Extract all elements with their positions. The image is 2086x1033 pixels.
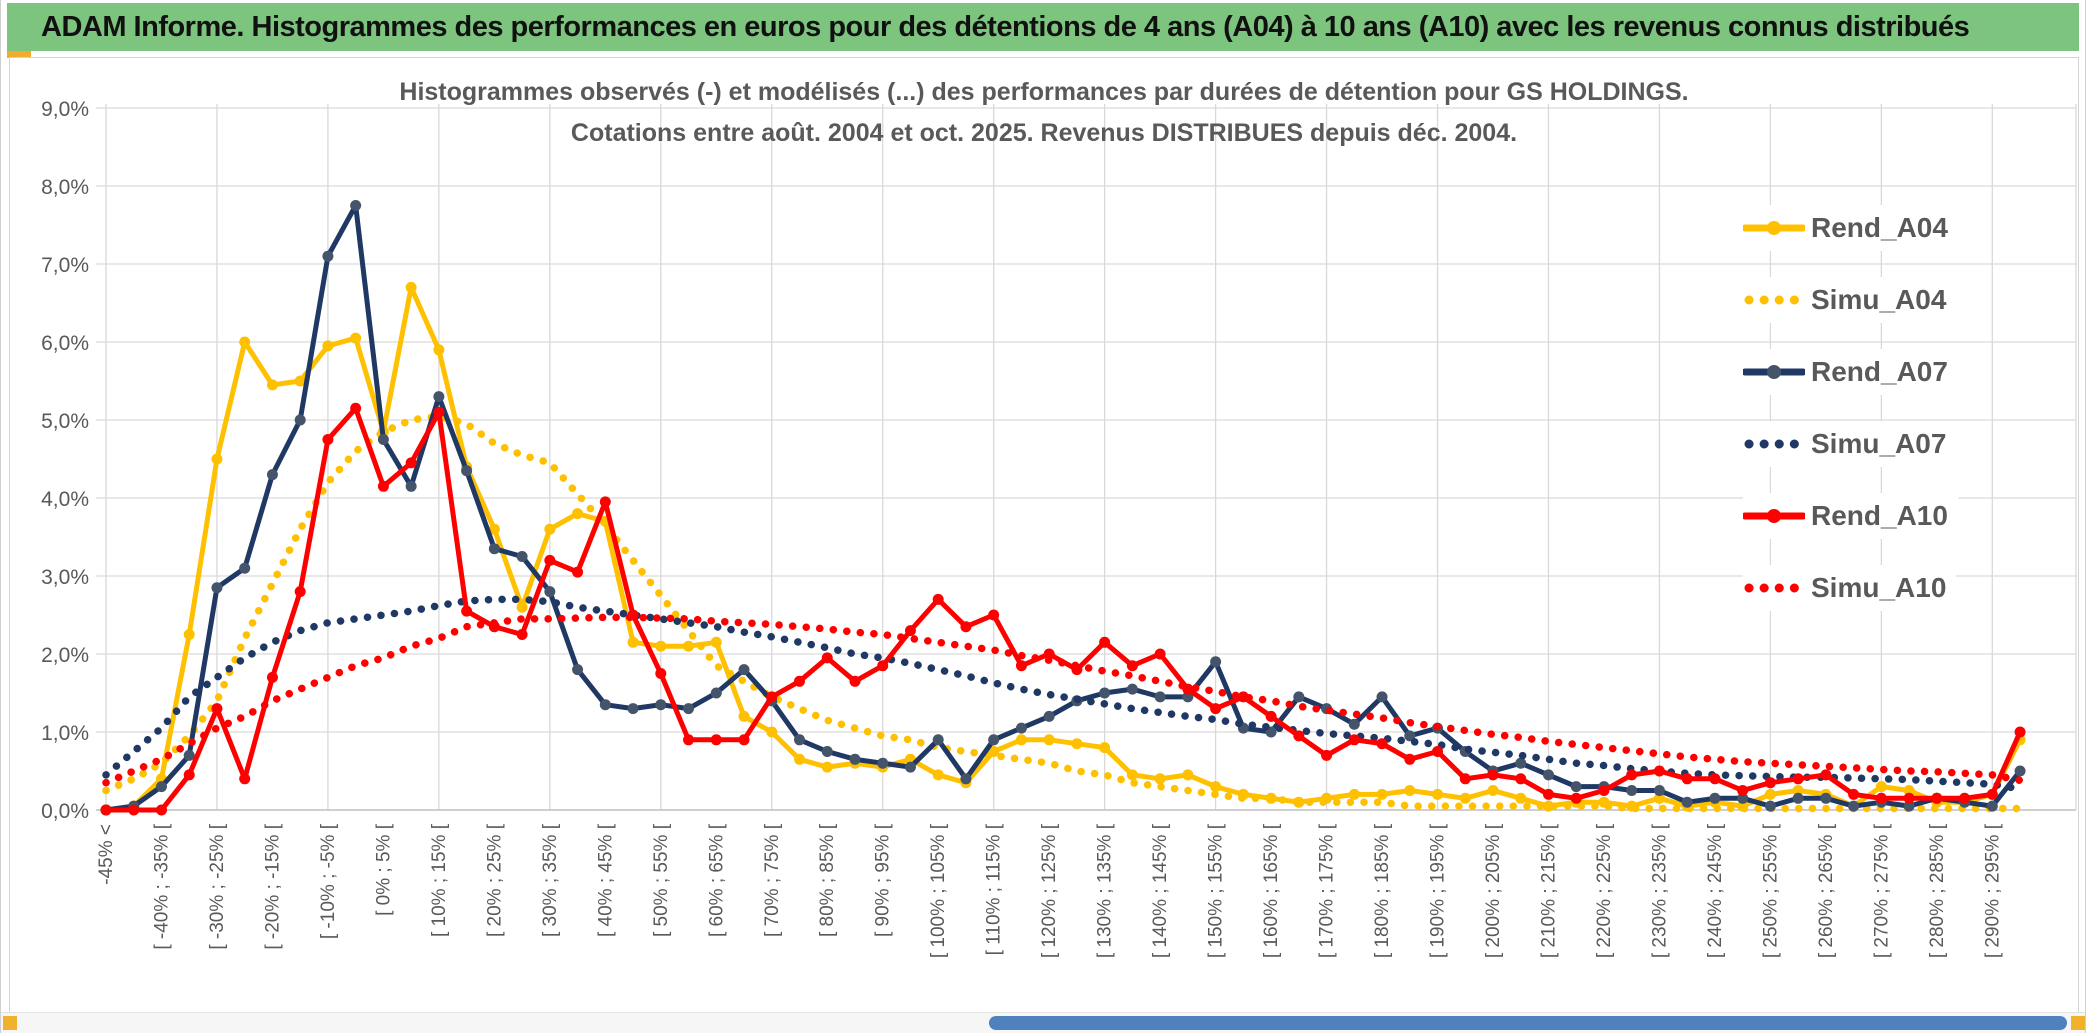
legend-entry-Rend_A10[interactable]: Rend_A10 <box>1743 493 1958 539</box>
series-Simu_A04 <box>102 412 2024 813</box>
svg-text:4,0%: 4,0% <box>41 488 89 511</box>
dotted-line-swatch-icon <box>1744 295 1805 305</box>
scrollbar-corner-right-icon[interactable] <box>2071 1016 2085 1030</box>
svg-text:9,0%: 9,0% <box>41 98 89 121</box>
svg-text:[ 20% ; 25% [: [ 20% ; 25% [ <box>484 823 505 937</box>
svg-text:[ 30% ; 35% [: [ 30% ; 35% [ <box>540 823 561 937</box>
chart-title-line2: Cotations entre août. 2004 et oct. 2025.… <box>570 119 1518 147</box>
svg-text:6,0%: 6,0% <box>41 332 89 355</box>
svg-text:[ 210% ; 215% [: [ 210% ; 215% [ <box>1538 823 1559 958</box>
svg-text:1,0%: 1,0% <box>41 722 89 745</box>
dotted-line-swatch-icon <box>1744 583 1805 593</box>
svg-text:[ 140% ; 145% [: [ 140% ; 145% [ <box>1150 823 1171 958</box>
horizontal-scrollbar[interactable] <box>1 1012 2085 1033</box>
svg-text:2,0%: 2,0% <box>41 644 89 667</box>
svg-text:[ 0% ; 5% [: [ 0% ; 5% [ <box>373 823 394 916</box>
series-Simu_A10 <box>102 613 2024 787</box>
svg-text:[ 120% ; 125% [: [ 120% ; 125% [ <box>1039 823 1060 958</box>
svg-text:[ 150% ; 155% [: [ 150% ; 155% [ <box>1206 823 1227 958</box>
legend-label: Simu_A07 <box>1811 428 1947 459</box>
solid-line-swatch-icon <box>1743 365 1805 379</box>
svg-text:7,0%: 7,0% <box>41 254 89 277</box>
legend-entry-Rend_A07[interactable]: Rend_A07 <box>1743 349 1958 395</box>
svg-text:-45% <: -45% < <box>96 824 117 885</box>
series-Rend_A07 <box>100 200 2026 816</box>
svg-text:[ 220% ; 225% [: [ 220% ; 225% [ <box>1594 823 1615 958</box>
svg-text:[ 170% ; 175% [: [ 170% ; 175% [ <box>1317 823 1338 958</box>
svg-text:[ 110% ; 115% [: [ 110% ; 115% [ <box>984 823 1005 955</box>
svg-text:[ 260% ; 265% [: [ 260% ; 265% [ <box>1816 823 1837 958</box>
svg-text:3,0%: 3,0% <box>41 566 89 589</box>
legend-entry-Simu_A07[interactable]: Simu_A07 <box>1743 421 1957 467</box>
svg-text:[ 40% ; 45% [: [ 40% ; 45% [ <box>595 823 616 937</box>
legend-entry-Simu_A10[interactable]: Simu_A10 <box>1743 565 1957 611</box>
svg-text:8,0%: 8,0% <box>41 176 89 199</box>
legend-label: Simu_A10 <box>1811 572 1947 603</box>
chart-card[interactable] <box>9 57 2079 1013</box>
svg-text:[ 90% ; 95% [: [ 90% ; 95% [ <box>873 823 894 937</box>
svg-text:[ 160% ; 165% [: [ 160% ; 165% [ <box>1261 823 1282 958</box>
legend-label: Simu_A04 <box>1811 284 1947 315</box>
svg-text:[ -10% ; -5% [: [ -10% ; -5% [ <box>318 823 339 939</box>
legend-entry-Simu_A04[interactable]: Simu_A04 <box>1743 277 1957 323</box>
solid-line-swatch-icon <box>1743 509 1805 523</box>
svg-text:[ -40% ; -35% [: [ -40% ; -35% [ <box>151 823 172 949</box>
svg-text:[ 290% ; 295% [: [ 290% ; 295% [ <box>1982 823 2003 958</box>
svg-text:[ 70% ; 75% [: [ 70% ; 75% [ <box>762 823 783 937</box>
sheet-title: ADAM Informe. Histogrammes des performan… <box>41 10 1970 43</box>
svg-text:[ 200% ; 205% [: [ 200% ; 205% [ <box>1483 823 1504 958</box>
svg-text:[ 240% ; 245% [: [ 240% ; 245% [ <box>1705 823 1726 958</box>
svg-text:[ 180% ; 185% [: [ 180% ; 185% [ <box>1372 823 1393 958</box>
svg-text:[ 10% ; 15% [: [ 10% ; 15% [ <box>429 823 450 937</box>
series-Rend_A04 <box>100 281 2026 816</box>
svg-text:5,0%: 5,0% <box>41 410 89 433</box>
svg-text:[ -30% ; -25% [: [ -30% ; -25% [ <box>207 823 228 949</box>
series-Rend_A10 <box>100 402 2026 816</box>
sheet-title-bar: ADAM Informe. Histogrammes des performan… <box>7 3 2079 51</box>
series-Simu_A07 <box>102 595 2024 793</box>
solid-line-swatch-icon <box>1743 221 1805 235</box>
svg-text:[ 100% ; 105% [: [ 100% ; 105% [ <box>928 823 949 958</box>
svg-text:[ -20% ; -15% [: [ -20% ; -15% [ <box>262 823 283 949</box>
legend-label: Rend_A07 <box>1811 356 1948 387</box>
dotted-line-swatch-icon <box>1744 439 1805 449</box>
legend-label: Rend_A04 <box>1811 212 1948 243</box>
chart-legend: Rend_A04 Simu_A04 Rend_A07 Simu_A07 Rend_A10… <box>1743 205 2013 637</box>
svg-text:[ 190% ; 195% [: [ 190% ; 195% [ <box>1428 823 1449 958</box>
chart-title-line1: Histogrammes observés (-) et modélisés (… <box>399 78 1689 106</box>
svg-text:[ 270% ; 275% [: [ 270% ; 275% [ <box>1871 823 1892 958</box>
x-axis-tick-labels: -45% < [ -40% ; -35% [ [ -30% ; -25% [ [ -2… <box>96 823 2003 958</box>
svg-text:[ 130% ; 135% [: [ 130% ; 135% [ <box>1095 823 1116 958</box>
header-accent-mark <box>7 51 31 58</box>
svg-text:[ 230% ; 235% [: [ 230% ; 235% [ <box>1649 823 1670 958</box>
y-axis-tick-labels: 0,0% 1,0% 2,0% 3,0% 4,0% 5,0% 6,0% 7,0% 8,0% 9,0% <box>41 98 89 823</box>
svg-text:[ 50% ; 55% [: [ 50% ; 55% [ <box>651 823 672 937</box>
chart-title: Histogrammes observés (-) et modélisés (… <box>151 72 1937 154</box>
scrollbar-thumb[interactable] <box>989 1016 2067 1030</box>
svg-text:[ 60% ; 65% [: [ 60% ; 65% [ <box>706 823 727 937</box>
scrollbar-corner-left-icon[interactable] <box>3 1016 17 1030</box>
svg-text:[ 80% ; 85% [: [ 80% ; 85% [ <box>817 823 838 937</box>
legend-entry-Rend_A04[interactable]: Rend_A04 <box>1743 205 1958 251</box>
svg-text:[ 250% ; 255% [: [ 250% ; 255% [ <box>1760 823 1781 958</box>
svg-text:0,0%: 0,0% <box>41 800 89 823</box>
svg-text:[ 280% ; 285% [: [ 280% ; 285% [ <box>1927 823 1948 958</box>
legend-label: Rend_A10 <box>1811 500 1948 531</box>
